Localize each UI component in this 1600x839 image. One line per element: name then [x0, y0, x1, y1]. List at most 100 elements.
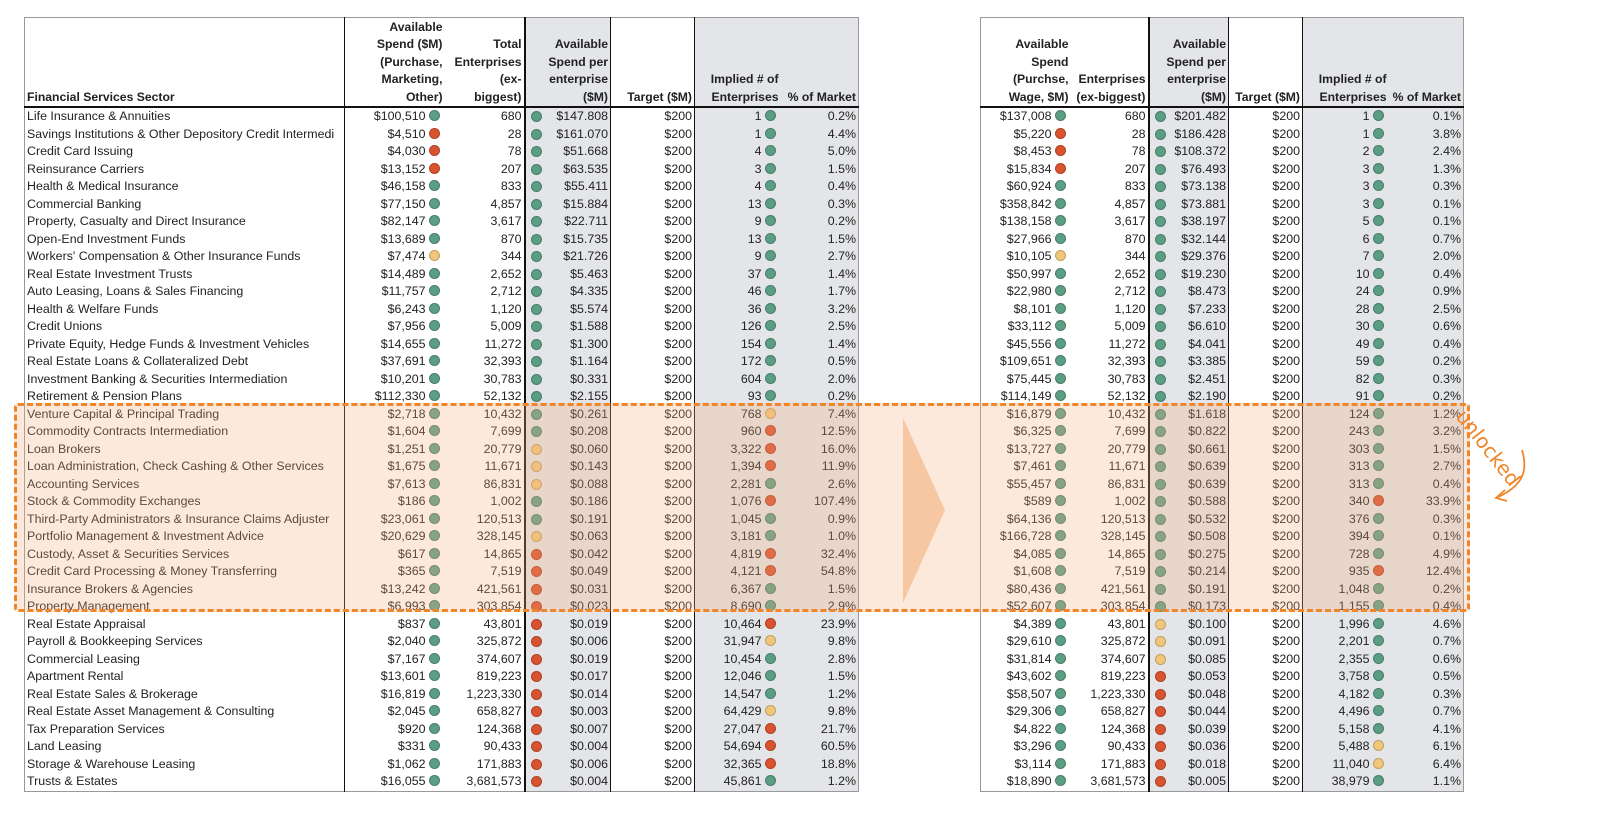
implied-status-dot-icon	[764, 110, 776, 121]
implied-enterprises-cell: 313	[1302, 475, 1389, 493]
pct-of-market-cell: 1.5%	[780, 230, 859, 248]
available-spend-value: $50,997	[1006, 266, 1052, 281]
target-cell: $200	[610, 230, 695, 248]
per-enterprise-status-dot-icon	[530, 636, 542, 648]
available-spend-cell: $16,055	[344, 773, 445, 791]
available-spend-cell: $5,220	[981, 126, 1071, 144]
sector-cell: Stock & Commodity Exchanges	[27, 494, 201, 508]
table-row: $3,114 171,883 $0.018 $200 11,040 6.4%	[981, 755, 1464, 773]
spend-per-enterprise-value: $0.004	[570, 739, 608, 753]
enterprises-cell: 870	[1124, 231, 1146, 246]
enterprises-cell: 11,272	[484, 336, 522, 351]
available-spend-value: $11,757	[381, 284, 426, 298]
available-spend-cell: $31,814	[981, 651, 1071, 669]
implied-enterprises-cell: 768	[694, 405, 781, 423]
pct-of-market-cell: 2.5%	[1388, 300, 1464, 318]
sector-cell: Real Estate Loans & Collateralized Debt	[27, 354, 249, 368]
pct-of-market-cell: 11.9%	[780, 458, 859, 476]
per-enterprise-status-dot-icon	[1154, 583, 1166, 595]
per-enterprise-status-dot-icon	[1154, 478, 1166, 490]
target-cell: $200	[1228, 107, 1303, 126]
spend-per-enterprise-cell: $0.036	[1147, 738, 1229, 756]
sector-cell: Third-Party Administrators & Insurance C…	[27, 511, 330, 526]
spend-per-enterprise-value: $0.036	[1188, 739, 1226, 753]
spend-per-enterprise-value: $1.164	[570, 354, 608, 368]
implied-enterprises-cell: 3	[1302, 160, 1389, 178]
available-spend-cell: $8,101	[981, 301, 1071, 319]
spend-per-enterprise-value: $55.411	[564, 179, 608, 193]
enterprises-cell: 4,857	[1114, 196, 1146, 211]
target-cell: $200	[610, 143, 695, 161]
implied-status-dot-icon	[764, 635, 776, 646]
pct-of-market-cell: 0.2%	[1388, 353, 1464, 371]
per-enterprise-status-dot-icon	[1154, 653, 1166, 665]
available-spend-value: $31,814	[1006, 651, 1052, 666]
implied-status-dot-icon	[1372, 635, 1384, 646]
pct-of-market-cell: 0.5%	[780, 353, 859, 371]
available-spend-value: $166,728	[999, 529, 1052, 543]
spend-per-enterprise-value: $15.884	[563, 196, 608, 211]
sector-cell: Commercial Leasing	[27, 651, 140, 666]
spend-status-dot-icon	[1054, 547, 1066, 559]
available-spend-value: $33,112	[1007, 319, 1052, 333]
implied-enterprises-value: 303	[1348, 441, 1370, 456]
table-row: Savings Institutions & Other Depository …	[25, 125, 859, 143]
implied-enterprises-cell: 1,155	[1302, 598, 1389, 616]
spend-per-enterprise-value: $1.300	[570, 336, 608, 351]
spend-status-dot-icon	[428, 390, 440, 401]
pct-of-market-cell: 32.4%	[780, 545, 859, 563]
implied-enterprises-cell: 59	[1302, 353, 1389, 371]
implied-status-dot-icon	[764, 547, 776, 559]
implied-status-dot-icon	[764, 232, 776, 244]
spend-per-enterprise-value: $2.155	[570, 389, 608, 403]
spend-per-enterprise-value: $1.618	[1188, 406, 1226, 421]
implied-status-dot-icon	[764, 127, 776, 139]
enterprises-cell: 207	[1124, 161, 1146, 176]
available-spend-cell: $13,727	[981, 441, 1071, 459]
spend-status-dot-icon	[1054, 460, 1066, 471]
per-enterprise-status-dot-icon	[530, 461, 542, 473]
implied-enterprises-value: 45,861	[723, 774, 762, 788]
spend-per-enterprise-cell: $0.186	[523, 493, 611, 511]
available-spend-cell: $29,306	[981, 703, 1071, 721]
available-spend-cell: $617	[344, 545, 445, 563]
available-spend-value: $80,436	[1006, 581, 1052, 596]
pct-of-market-cell: 2.9%	[780, 598, 859, 616]
per-enterprise-status-dot-icon	[1154, 111, 1166, 123]
implied-enterprises-cell: 11,040	[1302, 755, 1389, 773]
implied-status-dot-icon	[764, 302, 776, 314]
spend-status-dot-icon	[1054, 320, 1066, 331]
implied-enterprises-cell: 5,488	[1302, 738, 1389, 756]
table-row: $45,556 11,272 $4.041 $200 49 0.4%	[981, 335, 1464, 353]
enterprises-cell: 32,393	[1107, 354, 1146, 368]
pct-of-market-cell: 6.1%	[1388, 738, 1464, 756]
spend-per-enterprise-cell: $201.482	[1147, 107, 1229, 126]
header-available-spend: Available Spend ($M) (Purchase, Marketin…	[344, 17, 445, 108]
enterprises-cell: 30,783	[1107, 371, 1146, 386]
spend-per-enterprise-cell: $0.091	[1147, 633, 1229, 651]
table-row: $16,879 10,432 $1.618 $200 124 1.2%	[981, 405, 1464, 423]
implied-enterprises-cell: 13	[694, 230, 781, 248]
spend-status-dot-icon	[428, 145, 440, 156]
implied-enterprises-value: 1,045	[730, 511, 762, 526]
per-enterprise-status-dot-icon	[530, 128, 542, 140]
implied-enterprises-cell: 1	[1302, 125, 1389, 143]
implied-enterprises-cell: 46	[694, 283, 781, 301]
per-enterprise-status-dot-icon	[1154, 548, 1166, 560]
spend-per-enterprise-cell: $0.661	[1147, 440, 1229, 458]
spend-per-enterprise-cell: $108.372	[1147, 143, 1229, 161]
target-cell: $200	[1228, 388, 1303, 406]
available-spend-value: $58,507	[1006, 686, 1052, 701]
pct-of-market-cell: 0.2%	[1388, 580, 1464, 598]
target-cell: $200	[1228, 685, 1303, 703]
per-enterprise-status-dot-icon	[530, 443, 542, 455]
enterprises-cell: 833	[1124, 179, 1146, 193]
available-spend-value: $112,330	[374, 389, 426, 403]
available-spend-value: $4,085	[1013, 546, 1052, 561]
spend-status-dot-icon	[1054, 215, 1066, 226]
available-spend-value: $137,008	[999, 109, 1052, 123]
spend-per-enterprise-value: $76.493	[1181, 161, 1226, 176]
per-enterprise-status-dot-icon	[530, 583, 542, 595]
spend-per-enterprise-cell: $1.618	[1147, 405, 1229, 423]
implied-enterprises-value: 313	[1348, 459, 1370, 473]
